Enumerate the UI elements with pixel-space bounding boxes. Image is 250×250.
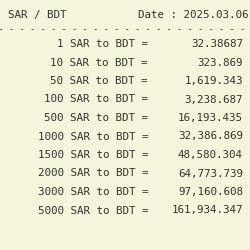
Text: 10 SAR to BDT =: 10 SAR to BDT = xyxy=(50,58,148,68)
Text: 16,193.435: 16,193.435 xyxy=(178,113,243,123)
Text: 2000 SAR to BDT =: 2000 SAR to BDT = xyxy=(38,168,148,178)
Text: 1,619.343: 1,619.343 xyxy=(184,76,243,86)
Text: 3,238.687: 3,238.687 xyxy=(184,94,243,104)
Text: 5000 SAR to BDT =: 5000 SAR to BDT = xyxy=(38,206,148,216)
Text: 323.869: 323.869 xyxy=(198,58,243,68)
Text: 97,160.608: 97,160.608 xyxy=(178,187,243,197)
Text: 64,773.739: 64,773.739 xyxy=(178,168,243,178)
Text: 50 SAR to BDT =: 50 SAR to BDT = xyxy=(50,76,148,86)
Text: - - - - - - - - - - - - - - - - - - - - - - - - - - - - - - - - - - - - - - - - : - - - - - - - - - - - - - - - - - - - - … xyxy=(0,26,250,35)
Text: 1000 SAR to BDT =: 1000 SAR to BDT = xyxy=(38,132,148,141)
Text: 161,934.347: 161,934.347 xyxy=(172,206,243,216)
Text: 3000 SAR to BDT =: 3000 SAR to BDT = xyxy=(38,187,148,197)
Text: 500 SAR to BDT =: 500 SAR to BDT = xyxy=(44,113,148,123)
Text: SAR / BDT: SAR / BDT xyxy=(8,10,66,20)
Text: Date : 2025.03.06: Date : 2025.03.06 xyxy=(138,10,248,20)
Text: 100 SAR to BDT =: 100 SAR to BDT = xyxy=(44,94,148,104)
Text: 32.38687: 32.38687 xyxy=(191,39,243,49)
Text: 48,580.304: 48,580.304 xyxy=(178,150,243,160)
Text: 1 SAR to BDT =: 1 SAR to BDT = xyxy=(57,39,148,49)
Text: 32,386.869: 32,386.869 xyxy=(178,132,243,141)
Text: 1500 SAR to BDT =: 1500 SAR to BDT = xyxy=(38,150,148,160)
